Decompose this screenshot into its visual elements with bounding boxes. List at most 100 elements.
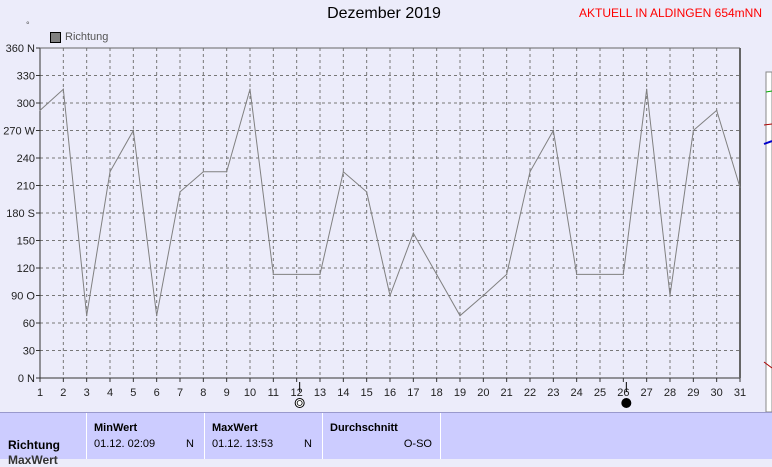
side-strip-red-line xyxy=(763,123,772,126)
x-tick-label: 30 xyxy=(711,387,723,399)
x-tick-label: 29 xyxy=(687,387,699,399)
x-tick-label: 5 xyxy=(130,387,136,399)
x-tick-label: 21 xyxy=(501,387,513,399)
min-date: 01.12. 02:09 xyxy=(94,438,156,450)
x-tick-label: 10 xyxy=(244,387,256,399)
x-tick-label: 15 xyxy=(361,387,373,399)
min-direction: N xyxy=(186,438,194,450)
x-tick-label: 2 xyxy=(60,387,66,399)
data-point xyxy=(412,232,414,234)
data-point xyxy=(132,129,134,132)
data-point xyxy=(62,88,64,90)
side-strip-panel xyxy=(765,71,772,412)
x-tick-label: 24 xyxy=(571,387,583,399)
min-value-cell: MinWert 01.12. 02:09 N xyxy=(87,413,205,459)
x-tick-label: 6 xyxy=(154,387,160,399)
x-tick-label: 27 xyxy=(641,387,653,399)
max-header: MaxWert xyxy=(212,422,258,434)
x-tick-label: 17 xyxy=(407,387,419,399)
x-tick-label: 3 xyxy=(84,387,90,399)
x-tick-label: 25 xyxy=(594,387,606,399)
stats-label-cell: Richtung MaxWert xyxy=(0,413,87,467)
grid xyxy=(40,48,740,378)
legend: Richtung xyxy=(50,31,108,43)
chart-title: Dezember 2019 xyxy=(327,5,441,22)
data-point xyxy=(576,273,578,276)
x-tick-label: 9 xyxy=(224,387,230,399)
x-tick-label: 12 xyxy=(291,387,303,399)
stats-panel: Richtung MaxWert MinWert 01.12. 02:09 N … xyxy=(0,412,772,467)
data-point xyxy=(202,171,204,173)
moon-inner xyxy=(296,400,303,406)
y-tick-label: 0 N xyxy=(18,373,35,385)
side-strip-green-line xyxy=(765,90,772,93)
average-cell: Durchschnitt O-SO xyxy=(323,413,441,459)
max-date: 01.12. 13:53 xyxy=(212,438,274,450)
data-point xyxy=(109,171,111,173)
min-header: MinWert xyxy=(94,422,138,434)
y-tick-label: 180 S xyxy=(6,208,35,220)
x-tick-label: 11 xyxy=(268,387,279,399)
x-tick-label: 28 xyxy=(664,387,676,399)
side-strip-red-line-2 xyxy=(763,361,772,369)
x-tick-label: 20 xyxy=(477,387,489,399)
stats-row-label: Richtung xyxy=(8,438,60,452)
legend-swatch xyxy=(50,31,61,43)
empty-cell xyxy=(441,413,772,459)
x-tick-label: 22 xyxy=(524,387,536,399)
data-point xyxy=(669,294,671,297)
y-tick-label: 210 xyxy=(17,181,35,193)
moon-first-quarter-icon xyxy=(294,398,305,408)
data-point xyxy=(86,315,88,317)
x-tick-label: 1 xyxy=(37,387,43,399)
x-tick-label: 26 xyxy=(617,387,629,399)
degree-mark: ° xyxy=(26,20,30,30)
legend-label: Richtung xyxy=(65,31,109,43)
data-point xyxy=(552,129,554,132)
data-point xyxy=(272,273,274,276)
data-point xyxy=(296,273,298,276)
x-tick-label: 23 xyxy=(547,387,559,399)
data-point xyxy=(622,273,624,276)
max-value-cell: MaxWert 01.12. 13:53 N xyxy=(205,413,323,459)
data-point xyxy=(342,171,344,173)
data-point xyxy=(739,186,741,188)
data-point xyxy=(319,273,321,276)
data-point xyxy=(179,191,181,193)
x-tick-label: 14 xyxy=(337,387,349,399)
y-tick-label: 330 xyxy=(17,71,35,83)
station-caption: AKTUELL IN ALDINGEN 654mNN xyxy=(579,6,762,20)
x-tick-label: 13 xyxy=(314,387,326,399)
y-tick-label: 120 xyxy=(17,263,35,275)
data-point xyxy=(506,273,508,276)
side-strip xyxy=(763,71,772,412)
data-point xyxy=(366,191,368,193)
x-tick-label: 16 xyxy=(384,387,396,399)
moon-markers xyxy=(294,382,632,408)
x-tick-label: 18 xyxy=(431,387,443,399)
series-richtung xyxy=(39,88,741,317)
x-tick-label: 31 xyxy=(734,387,746,399)
x-tick-label: 4 xyxy=(107,387,113,399)
y-tick-label: 30 xyxy=(23,346,35,358)
x-tick-label: 19 xyxy=(454,387,466,399)
y-tick-label: 240 xyxy=(17,153,35,165)
data-point xyxy=(389,294,391,297)
stats-row-label-2: MaxWert xyxy=(8,453,58,467)
data-point xyxy=(529,171,531,173)
y-tick-label: 90 O xyxy=(11,291,35,303)
data-point xyxy=(459,315,461,317)
data-point xyxy=(692,129,694,132)
data-point xyxy=(646,88,648,90)
avg-header: Durchschnitt xyxy=(330,422,398,434)
moon-new-moon-icon xyxy=(621,398,632,408)
data-point xyxy=(226,171,228,173)
data-point xyxy=(39,109,41,111)
x-tick-label: 7 xyxy=(177,387,183,399)
x-tick-label: 8 xyxy=(200,387,206,399)
data-point xyxy=(482,294,484,297)
side-strip-blue-line xyxy=(763,140,772,145)
y-tick-label: 150 xyxy=(17,236,35,248)
